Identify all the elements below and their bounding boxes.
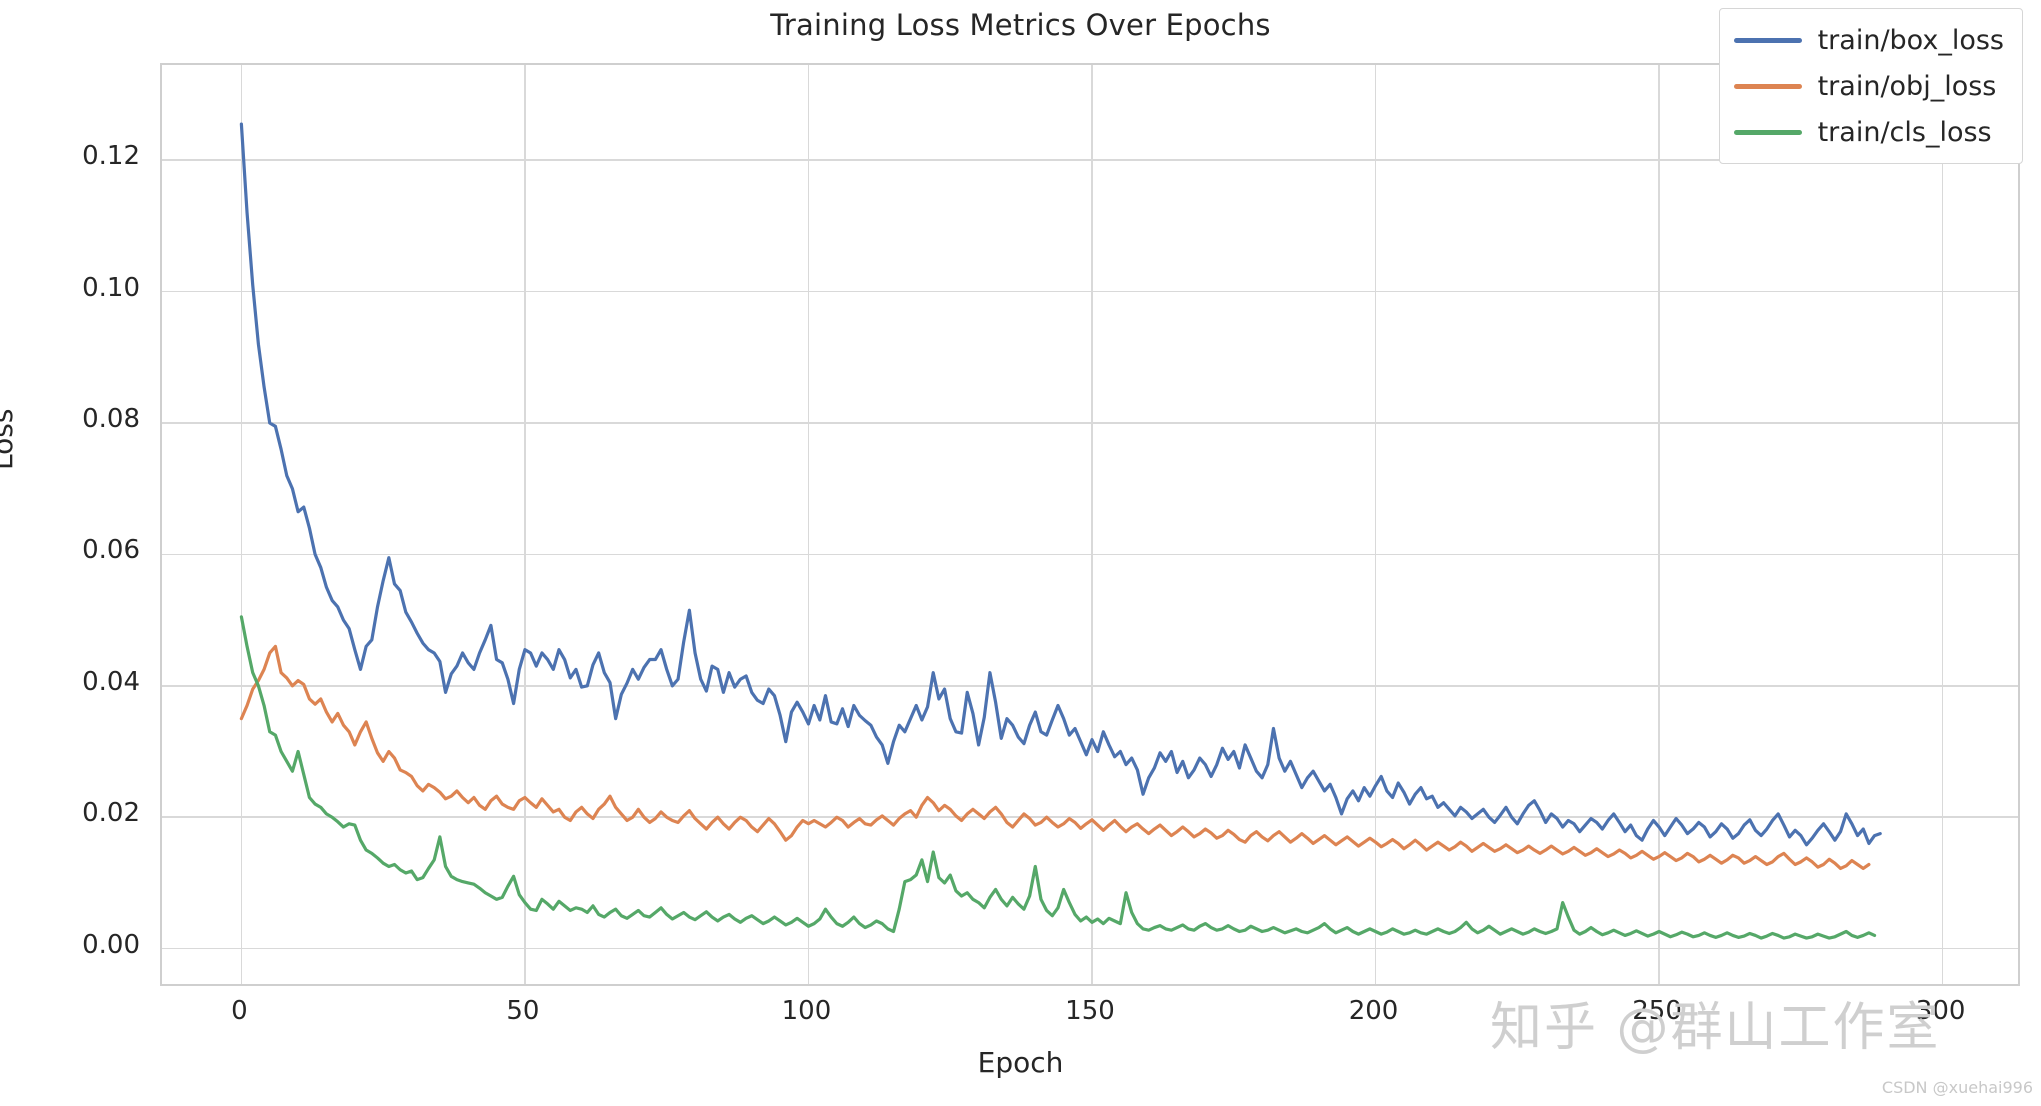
gridline-vertical [807,65,810,984]
x-tick-label: 100 [781,996,832,1026]
legend-color-swatch [1733,37,1802,43]
gridline-vertical [524,65,526,984]
plot-area [160,63,2020,986]
gridline-horizontal [162,947,2018,950]
gridline-vertical [1374,65,1377,984]
gridline-horizontal [162,290,2018,293]
plot-inner [162,65,2018,984]
x-tick-label: 50 [506,996,540,1026]
gridline-horizontal [162,685,2018,687]
y-tick-label: 0.04 [82,666,140,697]
x-tick-label: 300 [1915,996,1966,1026]
y-tick-label: 0.10 [82,272,140,303]
x-tick-label: 250 [1632,996,1682,1026]
legend-item-label: train/obj_loss [1817,70,1997,102]
legend-item[interactable]: train/box_loss [1733,21,2004,59]
gridline-horizontal [162,553,2018,556]
gridline-vertical [1941,65,1944,984]
gridline-horizontal [162,422,2018,424]
gridline-vertical [1658,65,1660,984]
legend-item-label: train/cls_loss [1817,116,1992,148]
series-layer [239,122,1882,940]
y-tick-label: 0.08 [82,404,140,435]
series-line [239,644,1871,871]
gridline-horizontal [162,159,2018,162]
x-tick-label: 150 [1065,996,1115,1026]
x-tick-label: 0 [231,996,248,1026]
legend-color-swatch [1733,129,1802,135]
x-tick-label: 200 [1348,996,1399,1026]
legend-item[interactable]: train/obj_loss [1733,67,2004,105]
series-line [239,122,1882,847]
legend[interactable]: train/box_loss train/obj_loss train/cls_lo… [1718,8,2023,164]
legend-item[interactable]: train/cls_loss [1733,113,2004,151]
legend-color-swatch [1733,83,1802,89]
legend-item-label: train/box_loss [1817,24,2004,56]
gridline-horizontal [162,816,2018,818]
watermark-secondary: CSDN @xuehai996 [1881,1078,2033,1097]
gridline-vertical [240,65,243,984]
y-tick-label: 0.06 [82,535,140,566]
gridline-vertical [1091,65,1093,984]
x-axis-label: Epoch [977,1046,1064,1079]
page-title: Training Loss Metrics Over Epochs [770,8,1271,42]
series-line [239,615,1877,940]
y-tick-label: 0.00 [82,929,140,960]
y-tick-label: 0.02 [82,798,140,829]
y-tick-label: 0.12 [82,141,140,172]
